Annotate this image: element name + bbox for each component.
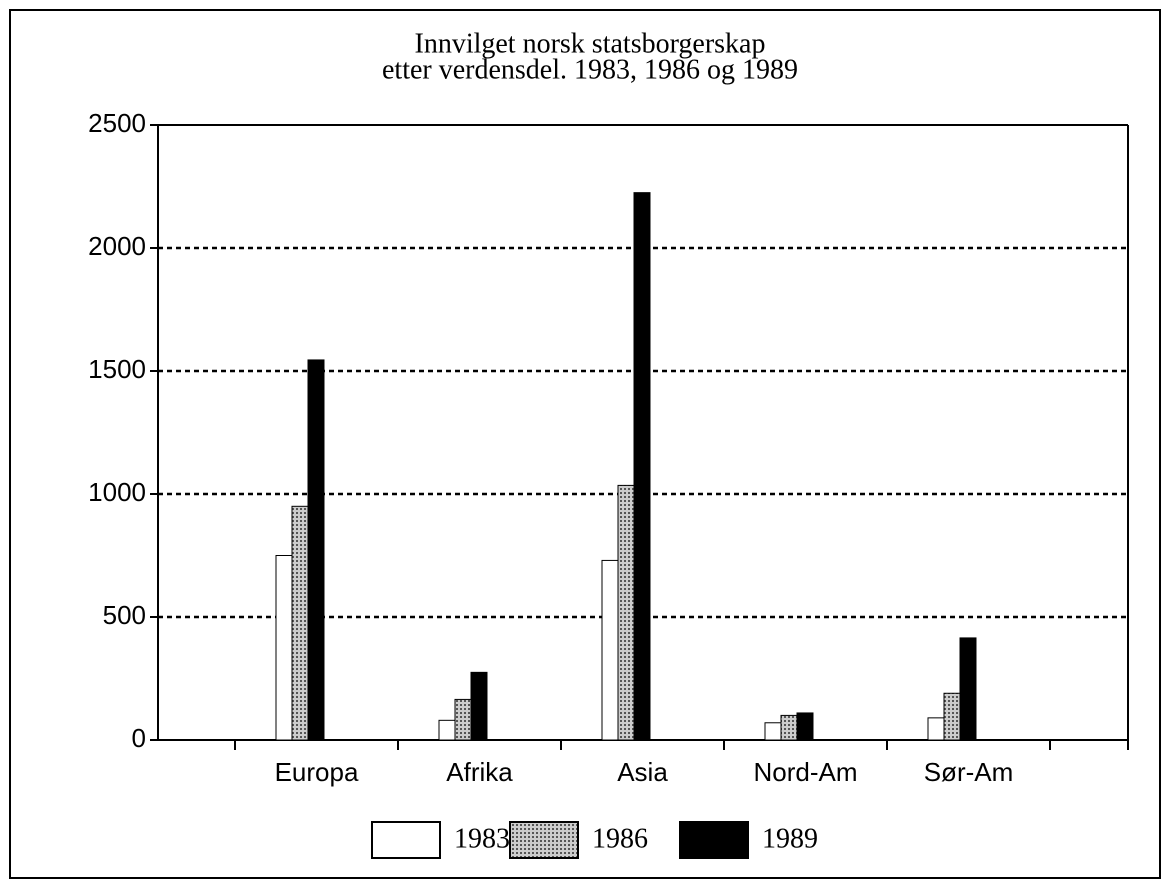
y-tick-label: 2000: [88, 231, 146, 261]
y-tick-label: 1500: [88, 354, 146, 384]
bar: [275, 555, 293, 741]
y-tick-label: 500: [103, 600, 146, 630]
legend-swatch: [679, 821, 749, 859]
y-tick-label: 2500: [88, 108, 146, 138]
x-tick-label: Nord-Am: [753, 757, 857, 787]
bar: [959, 637, 977, 741]
y-tick-label: 1000: [88, 477, 146, 507]
bar: [470, 671, 488, 741]
bar: [633, 192, 651, 741]
bar: [796, 712, 814, 741]
y-tick-label: 0: [132, 723, 146, 753]
x-tick-label: Sør-Am: [924, 757, 1014, 787]
bar: [601, 559, 619, 741]
bar: [307, 359, 325, 741]
bar: [617, 484, 635, 741]
bar: [438, 719, 456, 741]
chart-title: Innvilget norsk statsborgerskap: [415, 28, 766, 59]
bar: [291, 505, 309, 741]
bar: [943, 692, 961, 741]
legend-swatch: [509, 821, 579, 859]
x-tick-label: Afrika: [446, 757, 513, 787]
bar: [764, 722, 782, 741]
legend-label: 1989: [762, 823, 818, 854]
frame: [9, 9, 1161, 879]
bar: [927, 717, 945, 741]
chart-title: etter verdensdel. 1983, 1986 og 1989: [382, 54, 798, 85]
bar: [780, 714, 798, 741]
x-tick-label: Europa: [275, 757, 359, 787]
legend-label: 1986: [592, 823, 648, 854]
x-tick-label: Asia: [617, 757, 668, 787]
bar: [454, 698, 472, 741]
legend-swatch: [371, 821, 441, 859]
legend-label: 1983: [454, 823, 510, 854]
